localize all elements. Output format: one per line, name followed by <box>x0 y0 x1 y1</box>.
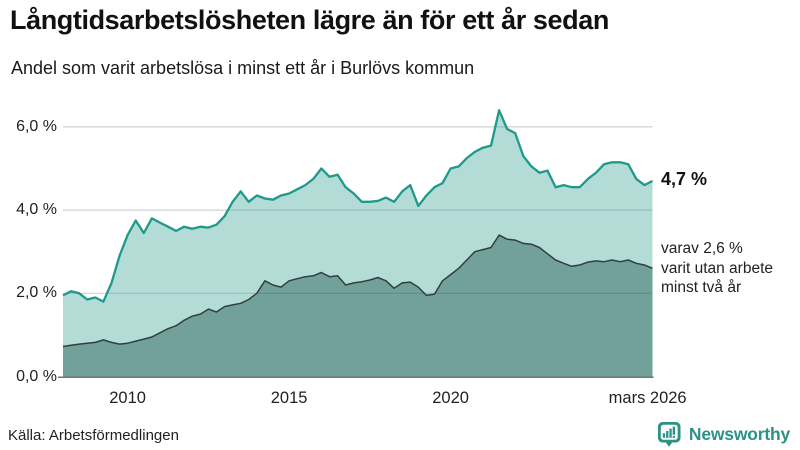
series-area-2 <box>63 235 653 377</box>
x-axis-label: 2020 <box>432 389 469 407</box>
x-axis-label: 2015 <box>270 389 308 407</box>
newsworthy-logo: Newsworthy <box>657 421 790 448</box>
x-axis-label: 2010 <box>109 389 146 407</box>
y-axis-label: 4,0 % <box>16 201 57 219</box>
series2-annotation: varav 2,6 % varit utan arbete minst två … <box>661 239 773 298</box>
chart-subtitle: Andel som varit arbetslösa i minst ett å… <box>11 58 475 78</box>
x-axis-label: mars 2026 <box>608 389 687 407</box>
chart-title: Långtidsarbetslösheten lägre än för ett … <box>10 5 609 35</box>
series2-annotation-line: varit utan arbete <box>661 259 774 277</box>
latest-value-label: 4,7 % <box>661 169 708 189</box>
series-line-1 <box>62 109 654 303</box>
source-label: Källa: Arbetsförmedlingen <box>8 427 179 444</box>
brand-name: Newsworthy <box>688 424 790 444</box>
bar-chart-speech-bubble-icon <box>657 422 681 447</box>
series-line-2 <box>62 234 653 348</box>
y-axis-label: 0,0 % <box>16 367 57 385</box>
series2-annotation-line: minst två år <box>661 279 742 296</box>
y-axis-label: 6,0 % <box>16 117 57 135</box>
series2-annotation-line: varav 2,6 % <box>661 240 743 257</box>
y-axis-label: 2,0 % <box>16 284 57 302</box>
